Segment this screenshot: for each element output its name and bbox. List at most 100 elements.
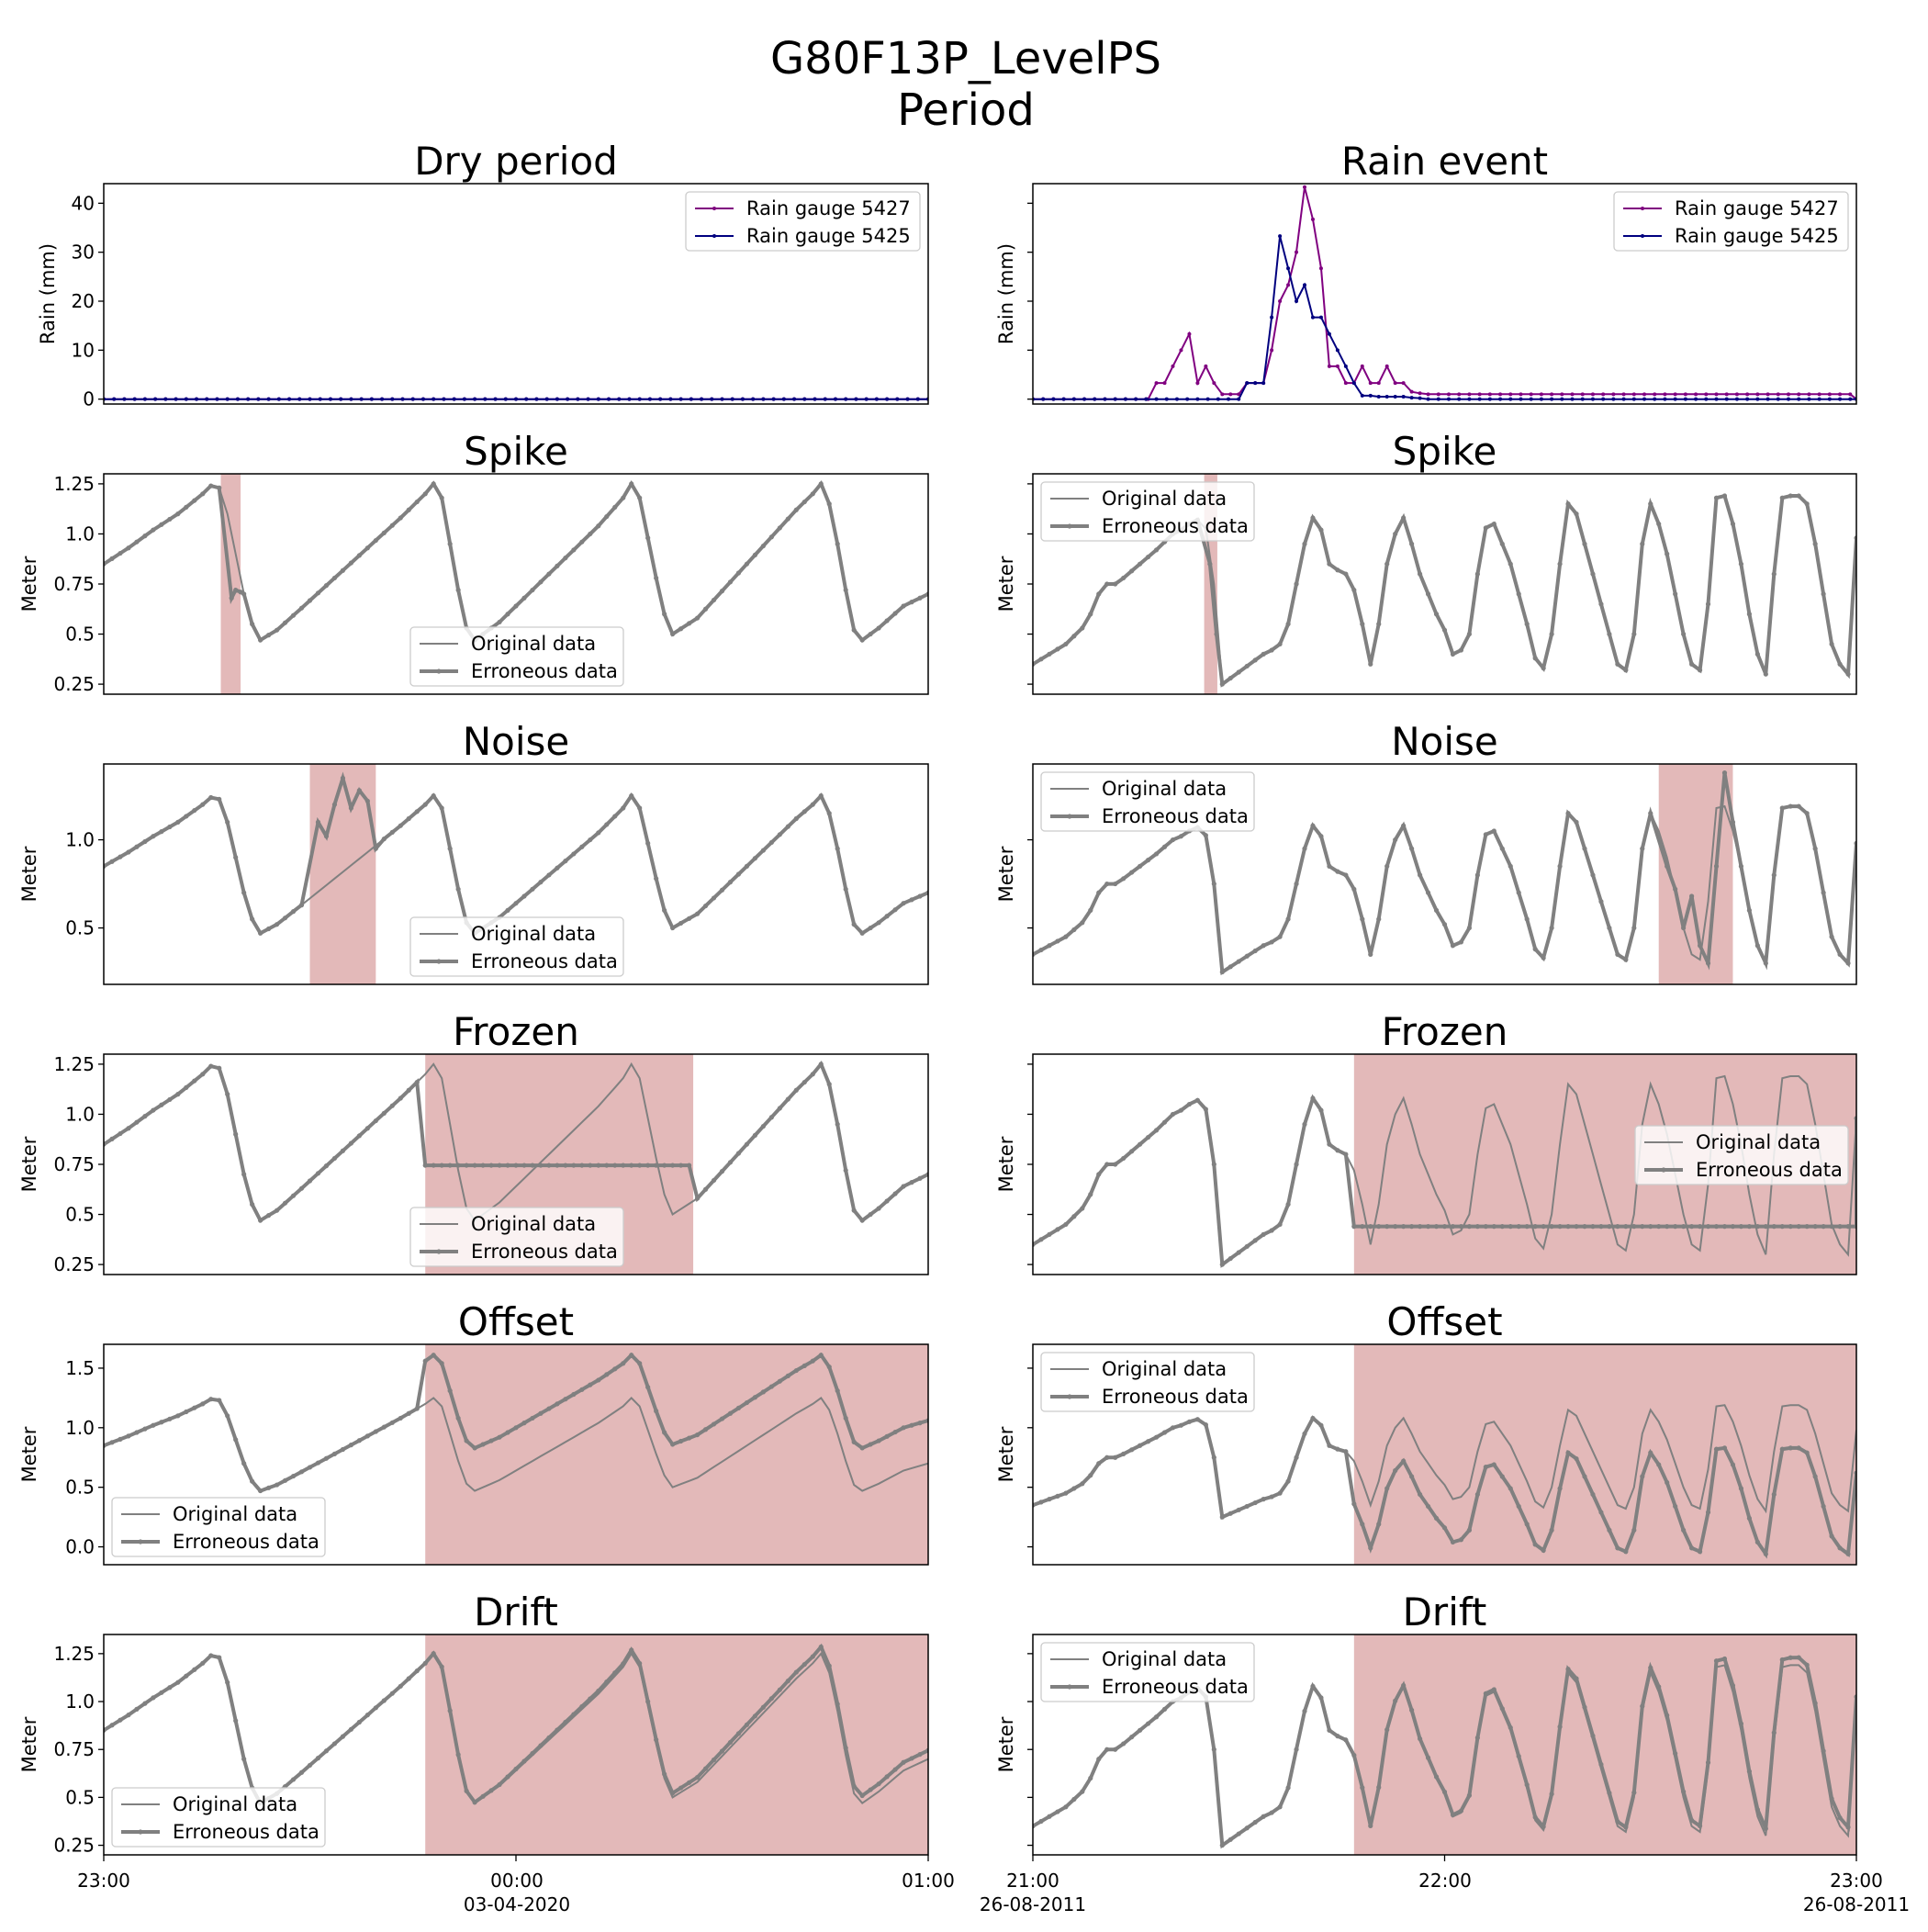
- erroneous-point: [1450, 651, 1456, 657]
- erroneous-point: [1598, 1224, 1604, 1230]
- erroneous-point: [258, 637, 263, 643]
- erroneous-point: [192, 1405, 197, 1410]
- erroneous-point: [612, 814, 618, 819]
- erroneous-point: [1252, 948, 1258, 954]
- erroneous-point: [892, 611, 898, 616]
- rain-point: [514, 397, 518, 401]
- erroneous-point: [563, 859, 568, 864]
- erroneous-point: [612, 504, 618, 510]
- rain-point: [1683, 397, 1687, 401]
- erroneous-point: [760, 543, 767, 549]
- panel-title: Spike: [1393, 429, 1497, 474]
- erroneous-point: [1771, 571, 1777, 577]
- erroneous-point: [1721, 1445, 1728, 1451]
- erroneous-point: [1557, 1486, 1563, 1491]
- rain-point: [266, 397, 271, 401]
- rain-point: [1745, 397, 1750, 401]
- erroneous-point: [364, 1126, 370, 1131]
- rain-point: [761, 397, 766, 401]
- erroneous-point: [142, 838, 148, 845]
- erroneous-point: [298, 1469, 305, 1475]
- erroneous-point: [1417, 872, 1423, 878]
- rain-point: [1745, 392, 1750, 397]
- erroneous-point: [810, 1358, 815, 1364]
- rain-point: [1360, 393, 1364, 398]
- rain-point: [617, 397, 622, 401]
- x-tick-right-mid: 22:00: [1418, 1870, 1472, 1892]
- erroneous-point: [1351, 1752, 1357, 1758]
- erroneous-point: [1138, 561, 1143, 567]
- erroneous-point: [1038, 1237, 1044, 1242]
- erroneous-point: [159, 829, 164, 835]
- rain-point: [1061, 397, 1066, 401]
- erroneous-point: [1738, 1486, 1744, 1491]
- plot-area: [104, 1643, 928, 1806]
- erroneous-point: [1623, 668, 1629, 673]
- erroneous-point: [1318, 1695, 1324, 1701]
- erroneous-point: [1351, 886, 1357, 892]
- plot-area: [104, 771, 928, 936]
- rain-point: [1529, 392, 1533, 397]
- erroneous-point: [422, 1163, 428, 1168]
- erroneous-point: [1713, 1446, 1720, 1452]
- rain-point: [1590, 392, 1595, 397]
- legend-label: Rain gauge 5427: [1675, 197, 1839, 219]
- erroneous-point: [868, 1211, 873, 1218]
- erroneous-point: [588, 1163, 593, 1168]
- plot-area: [1033, 185, 1856, 401]
- erroneous-point: [727, 1739, 734, 1746]
- erroneous-point: [810, 1654, 815, 1659]
- erroneous-point: [1384, 863, 1390, 869]
- erroneous-point: [1812, 541, 1818, 546]
- erroneous-point: [192, 498, 197, 503]
- legend-label: Rain gauge 5425: [1675, 225, 1839, 247]
- erroneous-point: [1368, 951, 1373, 957]
- erroneous-point: [414, 499, 420, 505]
- erroneous-point: [274, 1208, 280, 1213]
- erroneous-point: [323, 1748, 330, 1754]
- erroneous-point: [1261, 1231, 1266, 1237]
- erroneous-point: [1812, 1474, 1818, 1479]
- erroneous-point: [1047, 651, 1052, 657]
- rain-point: [410, 397, 415, 401]
- erroneous-point: [229, 595, 234, 601]
- erroneous-point: [1368, 1823, 1373, 1828]
- legend-box: [111, 1497, 326, 1557]
- erroneous-point: [793, 1087, 799, 1093]
- erroneous-point: [1640, 846, 1645, 851]
- rain-point: [1601, 397, 1606, 401]
- erroneous-point: [538, 1743, 544, 1748]
- erroneous-point: [1252, 1238, 1258, 1243]
- erroneous-point: [1705, 960, 1711, 966]
- erroneous-point: [1450, 943, 1456, 949]
- erroneous-point: [373, 1429, 378, 1434]
- erroneous-point: [801, 499, 807, 505]
- erroneous-point: [1829, 1224, 1834, 1230]
- erroneous-point: [331, 802, 338, 807]
- erroneous-point: [1269, 939, 1274, 945]
- erroneous-point: [1244, 663, 1250, 669]
- erroneous-point: [1607, 631, 1612, 637]
- rain-point: [658, 397, 663, 401]
- erroneous-point: [1384, 1224, 1390, 1230]
- erroneous-point: [406, 815, 411, 822]
- erroneous-point: [1524, 1782, 1530, 1788]
- erroneous-point: [151, 1107, 156, 1113]
- erroneous-point: [356, 1719, 362, 1725]
- erroneous-point: [1665, 1224, 1670, 1230]
- erroneous-point: [843, 1415, 848, 1421]
- erroneous-point: [1236, 1250, 1241, 1255]
- erroneous-point: [719, 1169, 725, 1174]
- erroneous-point: [1607, 925, 1612, 931]
- rain-point: [1446, 397, 1451, 401]
- erroneous-point: [1327, 1443, 1332, 1448]
- erroneous-point: [1516, 591, 1521, 597]
- legend-marker: [1641, 234, 1644, 238]
- rain-point: [1418, 391, 1422, 396]
- rain-point: [1642, 397, 1647, 401]
- erroneous-point: [1483, 525, 1488, 531]
- erroneous-point: [843, 886, 848, 892]
- erroneous-point: [826, 1082, 832, 1087]
- y-tick-label: 40: [72, 192, 95, 214]
- plot-area: [1033, 1655, 1856, 1849]
